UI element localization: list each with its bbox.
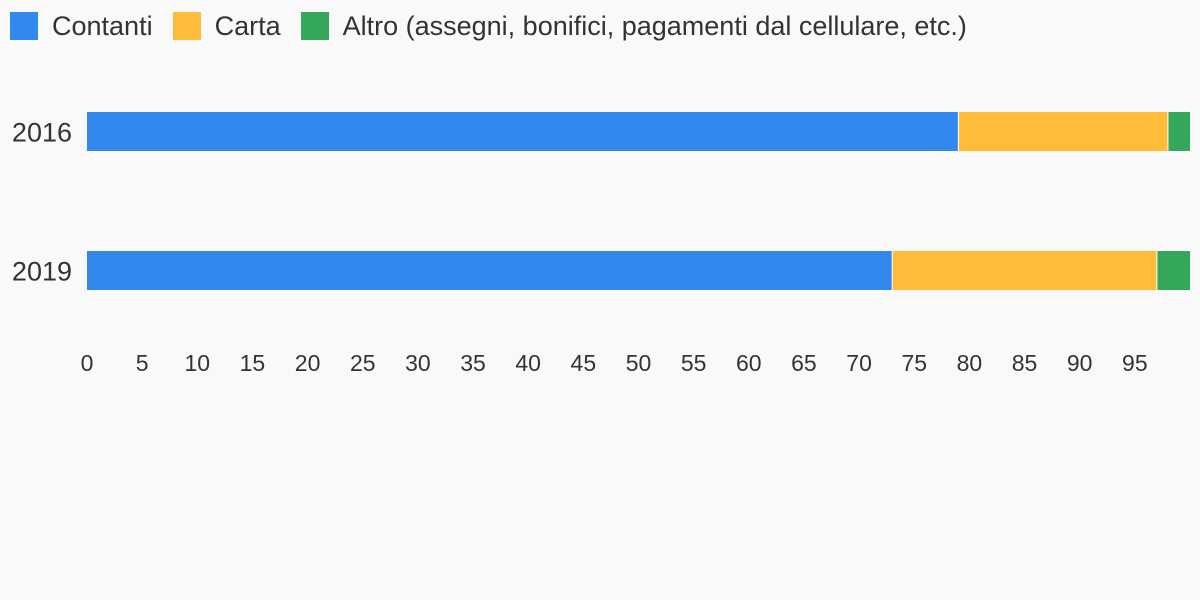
legend-item-contanti: Contanti	[10, 10, 153, 42]
legend-label-carta: Carta	[214, 11, 281, 41]
x-tick-label-60: 60	[736, 350, 762, 376]
legend-item-altro: Altro (assegni, bonifici, pagamenti dal …	[300, 10, 967, 42]
category-label-2016: 2016	[12, 118, 72, 148]
legend-label-contanti: Contanti	[52, 11, 153, 41]
x-tick-label-5: 5	[136, 350, 149, 376]
x-tick-label-45: 45	[571, 350, 597, 376]
legend-swatch-contanti	[10, 12, 38, 40]
x-tick-label-25: 25	[350, 350, 376, 376]
chart-legend: Contanti Carta Altro (assegni, bonifici,…	[10, 10, 987, 42]
x-tick-label-55: 55	[681, 350, 707, 376]
x-tick-label-85: 85	[1012, 350, 1038, 376]
legend-item-carta: Carta	[172, 10, 281, 42]
x-tick-label-15: 15	[240, 350, 266, 376]
bar-2019-altro	[1156, 251, 1190, 290]
x-tick-label-40: 40	[515, 350, 541, 376]
bar-2016-contanti	[87, 112, 959, 151]
x-tick-label-50: 50	[626, 350, 652, 376]
x-tick-label-75: 75	[901, 350, 927, 376]
bar-2019-carta	[892, 251, 1157, 290]
x-tick-label-10: 10	[185, 350, 211, 376]
bar-2016-altro	[1167, 112, 1190, 151]
category-label-2019: 2019	[12, 257, 72, 287]
x-tick-label-35: 35	[460, 350, 486, 376]
x-tick-label-0: 0	[81, 350, 94, 376]
x-tick-label-20: 20	[295, 350, 321, 376]
x-tick-label-70: 70	[846, 350, 872, 376]
x-tick-label-80: 80	[957, 350, 983, 376]
x-tick-label-30: 30	[405, 350, 431, 376]
legend-label-altro: Altro (assegni, bonifici, pagamenti dal …	[342, 11, 967, 41]
bar-2019-contanti	[87, 251, 893, 290]
x-tick-label-90: 90	[1067, 350, 1093, 376]
x-tick-label-65: 65	[791, 350, 817, 376]
legend-swatch-carta	[172, 12, 201, 40]
x-tick-label-95: 95	[1122, 350, 1148, 376]
bar-2016-carta	[958, 112, 1168, 151]
legend-swatch-altro	[300, 12, 329, 40]
